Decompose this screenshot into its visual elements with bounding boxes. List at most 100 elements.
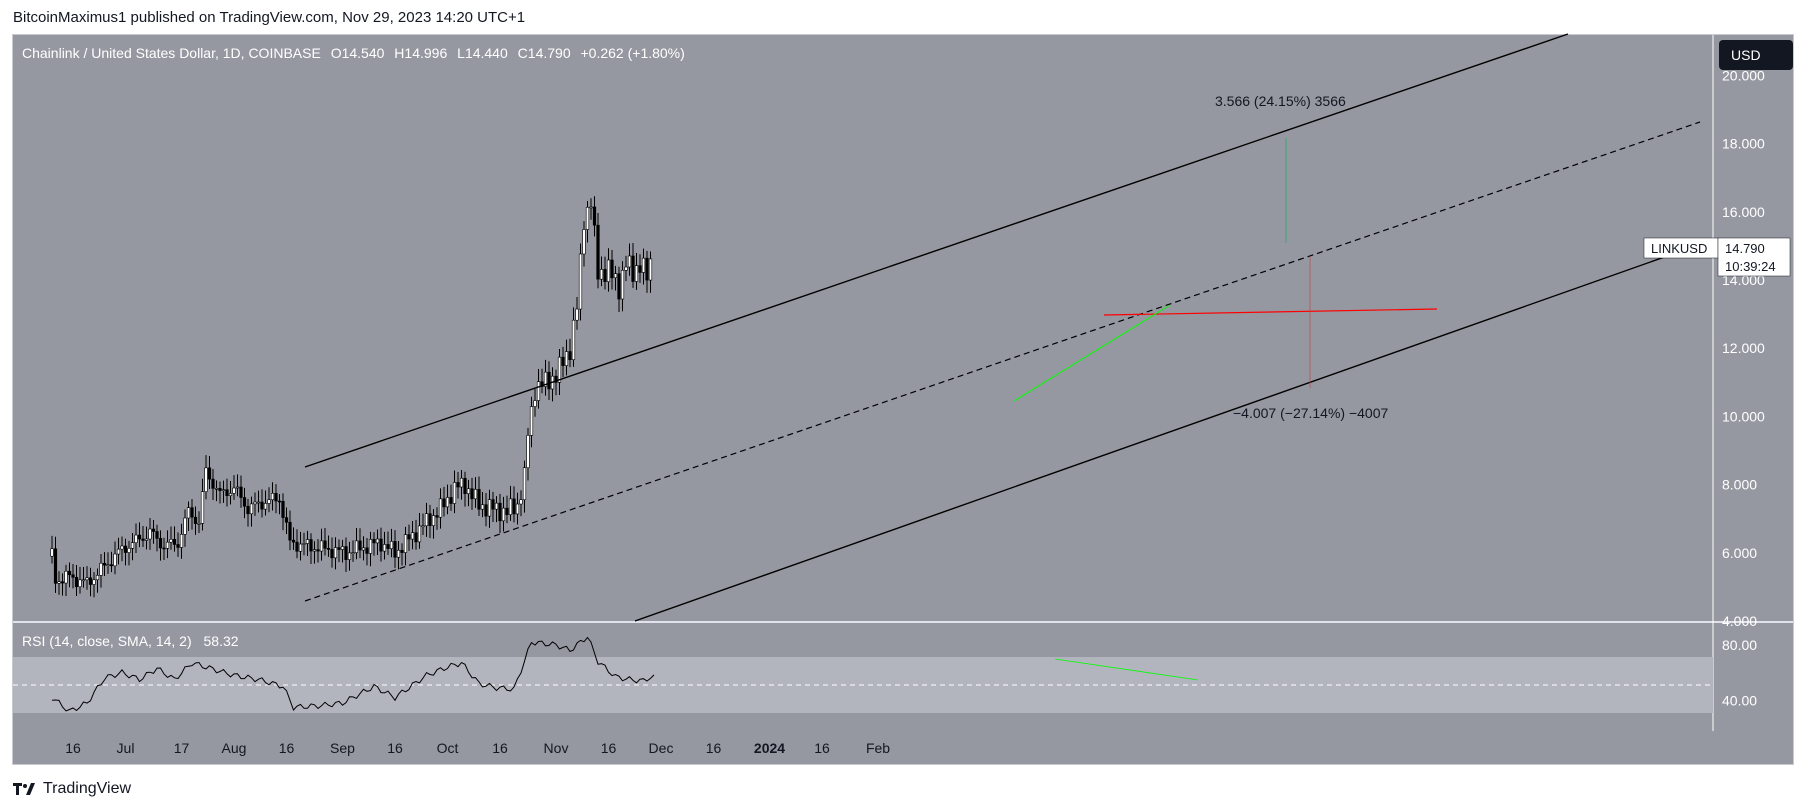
candle-body [624,266,628,271]
legend-change: +0.262 (+1.80%) [580,45,685,61]
candle-body [375,538,380,544]
candle-body [358,540,362,551]
candle-body [382,544,387,552]
symbol-legend: Chainlink / United States Dollar, 1D, CO… [22,45,685,61]
candle-body [631,255,635,282]
rsi-legend-value: 58.32 [203,633,239,649]
candle-body [403,534,408,553]
candle-body [193,516,198,524]
candle-body [393,541,397,558]
candle-body [344,546,348,560]
candle-body [172,539,177,545]
candle-body [197,523,201,525]
currency-button[interactable]: USD [1719,40,1793,70]
candle-body [260,501,264,510]
candle-body [547,371,551,390]
candle-body [512,498,516,515]
candle-body [557,356,562,383]
candle-body [463,477,467,494]
candle-body [92,579,96,585]
candle-body [354,540,359,553]
candle-body [484,504,488,517]
price-tag-countdown: 10:39:24 [1725,259,1776,274]
candle-body [204,467,208,492]
candle-body [225,489,229,496]
time-tick-label: 16 [387,740,403,756]
candle-body [295,541,299,552]
time-tick-label: 16 [279,740,295,756]
candle-body [141,538,145,541]
candle-body [568,351,572,360]
candle-body [452,482,457,504]
candle-body [176,544,180,548]
candle-body [582,229,586,255]
candle-body [239,486,243,498]
rsi-tick-label: 80.00 [1722,637,1757,653]
candle-body [540,381,544,387]
candle-body [449,497,453,504]
candle-body [228,493,233,496]
candle-body [309,539,313,552]
candle-body [71,574,75,578]
time-tick-label: Nov [544,740,569,756]
candle-body [270,493,275,501]
candle-body [253,501,257,505]
candle-body [480,504,485,510]
candle-body [529,406,534,436]
candle-body [536,381,541,401]
candle-body [620,270,625,300]
horizontal-support-line [1103,308,1438,316]
candle-body [284,517,289,523]
time-axis-bar [13,731,1793,764]
candle-body [218,487,222,491]
candle-body [211,478,215,489]
price-axis-pane [1713,35,1793,621]
rsi-legend-label: RSI (14, close, SMA, 14, 2) [22,633,192,649]
candle-body [288,521,292,541]
candle-body [302,543,306,545]
candle-body [491,499,495,510]
candle-body [323,540,327,549]
candle-body [543,371,548,387]
candle-body [407,534,411,540]
candle-body [351,552,355,554]
chart-frame[interactable] [12,34,1794,765]
candle-body [501,507,506,522]
candle-body [169,539,173,543]
candle-body [561,356,565,366]
candle-body [473,489,478,500]
candle-body [232,487,236,494]
candle-body [431,515,436,526]
candle-body [417,525,422,543]
candle-body [207,467,212,480]
rsi-axis-pane [1713,623,1793,731]
candle-body [158,538,163,549]
candle-body [515,503,520,515]
time-tick-label: Aug [222,740,247,756]
price-tick-label: 12.000 [1722,340,1765,356]
candle-body [134,534,138,544]
candle-body [470,488,474,500]
candle-body [554,375,558,383]
candle-body [298,543,303,552]
price-tick-label: 6.000 [1722,545,1757,561]
price-tag-price: 14.790 [1725,241,1765,256]
candle-body [123,545,128,553]
candle-body [81,579,86,582]
candle-body [610,259,614,279]
candle-body [326,547,331,550]
candle-body [526,435,530,469]
legend-high: H14.996 [394,45,448,61]
candle-body [291,539,296,543]
candle-body [340,546,345,550]
candle-body [533,400,537,407]
candle-body [85,577,89,581]
price-tag: LINKUSD 14.790 10:39:24 [1643,237,1791,277]
rsi-tick-label: 40.00 [1722,692,1757,708]
rsi-divergence-line [1054,658,1199,681]
rsi-axis-ticks: 40.00 80.00 [1722,637,1757,708]
candlesticks [50,196,653,598]
candle-body [148,528,152,540]
candle-body [372,539,376,544]
